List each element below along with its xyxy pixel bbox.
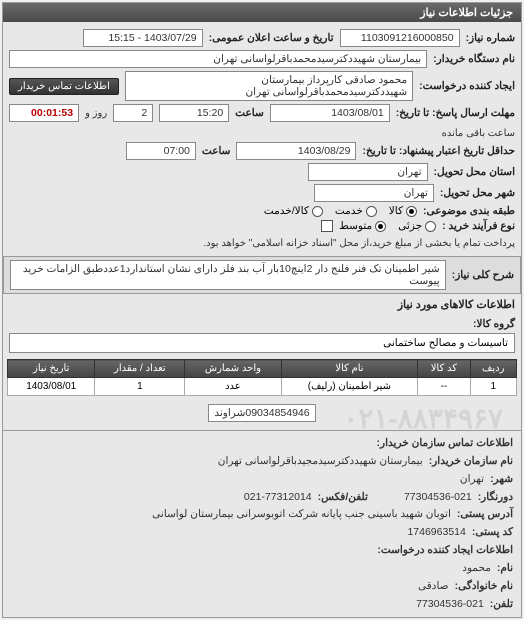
requester-label: ایجاد کننده درخواست: [419,80,515,92]
cell-code: -- [418,378,470,396]
radio-mixed[interactable]: جزئی [398,220,436,232]
validity-time-field: 07:00 [126,142,196,160]
announce-label: تاریخ و ساعت اعلان عمومی: [209,32,334,44]
category-label: طبقه بندی موضوعی: [423,205,515,217]
phone-label: تلفن/فکس: [318,489,368,507]
buyer-org-label: نام دستگاه خریدار: [433,53,515,65]
creator-header: اطلاعات ایجاد کننده درخواست: [377,542,513,560]
col-code: کد کالا [418,360,470,378]
org-value: بیمارستان شهیددکترسیدمجیدباقرلواسانی تهر… [218,453,423,471]
city-label: شهر: [490,471,513,489]
cell-date: 1403/08/01 [8,378,95,396]
need-title-label: شرح کلی نیاز: [452,269,514,281]
col-idx: ردیف [470,360,517,378]
cell-name: شیر اطمینان (رلیف) [281,378,418,396]
contact-header: اطلاعات تماس سازمان خریدار: [377,435,513,453]
cell-idx: 1 [470,378,517,396]
col-date: تاریخ نیاز [8,360,95,378]
cphone-value: 77304536-021 [416,596,484,614]
process-label: نوع فرآیند خرید : [442,220,515,232]
contact-section: ۰۲۱-۸۸۳۴۹۶۷ اطلاعات تماس سازمان خریدار: … [3,430,521,617]
need-title-row: شرح کلی نیاز: شیر اطمینان تک فنر فلنج دا… [3,256,521,294]
process-note: پرداخت تمام یا بخشی از مبلغ خرید،از محل … [203,238,515,249]
goods-group-label: گروه کالا: [473,318,515,330]
radio-dot-icon [312,206,323,217]
lname-label: نام خانوادگی: [455,578,513,596]
delivery-province-label: استان محل تحویل: [434,166,515,178]
fax-value: 77304536-021 [404,489,472,507]
validity-label: حداقل تاریخ اعتبار پیشنهاد: تا تاریخ: [362,145,515,157]
radio-goods[interactable]: کالا [389,205,417,217]
name-label: نام: [497,560,513,578]
treasury-checkbox[interactable] [321,220,333,232]
buyer-org-field: بیمارستان شهیددکترسیدمحمدباقرلواسانی تهر… [9,50,427,68]
timer-label: ساعت باقی مانده [442,128,515,139]
table-header-row: ردیف کد کالا نام کالا واحد شمارش تعداد /… [8,360,517,378]
category-radio-group: کالا خدمت کالا/خدمت [264,205,417,217]
panel-title: جزئیات اطلاعات نیاز [420,7,513,19]
col-name: نام کالا [281,360,418,378]
postal-value: 1746963514 [407,524,465,542]
cphone-label: تلفن: [490,596,513,614]
cell-unit: عدد [185,378,281,396]
delivery-city-field: تهران [314,184,434,202]
radio-service[interactable]: خدمت [335,205,377,217]
address-label: آدرس پستی: [457,506,513,524]
radio-dot-icon [375,221,386,232]
main-panel: جزئیات اطلاعات نیاز شماره نیاز: 11030912… [2,2,522,618]
days-remaining-field: 2 [113,104,153,122]
goods-table: ردیف کد کالا نام کالا واحد شمارش تعداد /… [7,359,517,396]
phone-note-field: 09034854946شراوند [208,404,315,422]
address-value: اتوبان شهید باسینی جنب پایانه شرکت اتوبو… [152,506,451,524]
delivery-city-label: شهر محل تحویل: [440,187,515,199]
process-radio-group: جزئی متوسط [339,220,436,232]
phone-value: 021-77312014 [244,489,312,507]
need-title-field: شیر اطمینان تک فنر فلنج دار 2اینچ10بار آ… [10,260,446,290]
request-no-field: 1103091216000850 [340,29,460,47]
table-row[interactable]: 1 -- شیر اطمینان (رلیف) عدد 1 1403/08/01 [8,378,517,396]
postal-label: کد پستی: [472,524,513,542]
timer-field: 00:01:53 [9,104,79,122]
announce-field: 1403/07/29 - 15:15 [83,29,203,47]
col-qty: تعداد / مقدار [95,360,185,378]
time-label-1: ساعت [235,107,264,119]
radio-medium[interactable]: متوسط [339,220,386,232]
cell-qty: 1 [95,378,185,396]
delivery-province-field: تهران [308,163,428,181]
fax-label: دورنگار: [478,489,513,507]
days-remaining-label: روز و [85,108,107,119]
name-value: محمود [462,560,491,578]
goods-header: اطلاعات کالاهای مورد نیاز [3,294,521,315]
deadline-label: مهلت ارسال پاسخ: تا تاریخ: [396,107,515,119]
deadline-time-field: 15:20 [159,104,229,122]
requester-field: محمود صادقی کارپرداز بیمارستان شهیددکترس… [125,71,413,101]
radio-goods-service[interactable]: کالا/خدمت [264,205,323,217]
org-label: نام سازمان خریدار: [429,453,513,471]
info-section: شماره نیاز: 1103091216000850 تاریخ و ساع… [3,22,521,256]
time-label-2: ساعت [202,145,231,157]
radio-dot-icon [425,221,436,232]
panel-header: جزئیات اطلاعات نیاز [3,3,521,22]
request-no-label: شماره نیاز: [466,32,515,44]
radio-dot-icon [406,206,417,217]
radio-dot-icon [366,206,377,217]
col-unit: واحد شمارش [185,360,281,378]
contact-info-button[interactable]: اطلاعات تماس خریدار [9,78,119,95]
goods-group-field: تاسیسات و مصالح ساختمانی [9,333,515,353]
city-value: تهران [460,471,484,489]
deadline-date-field: 1403/08/01 [270,104,390,122]
validity-date-field: 1403/08/29 [236,142,356,160]
lname-value: صادقی [418,578,449,596]
